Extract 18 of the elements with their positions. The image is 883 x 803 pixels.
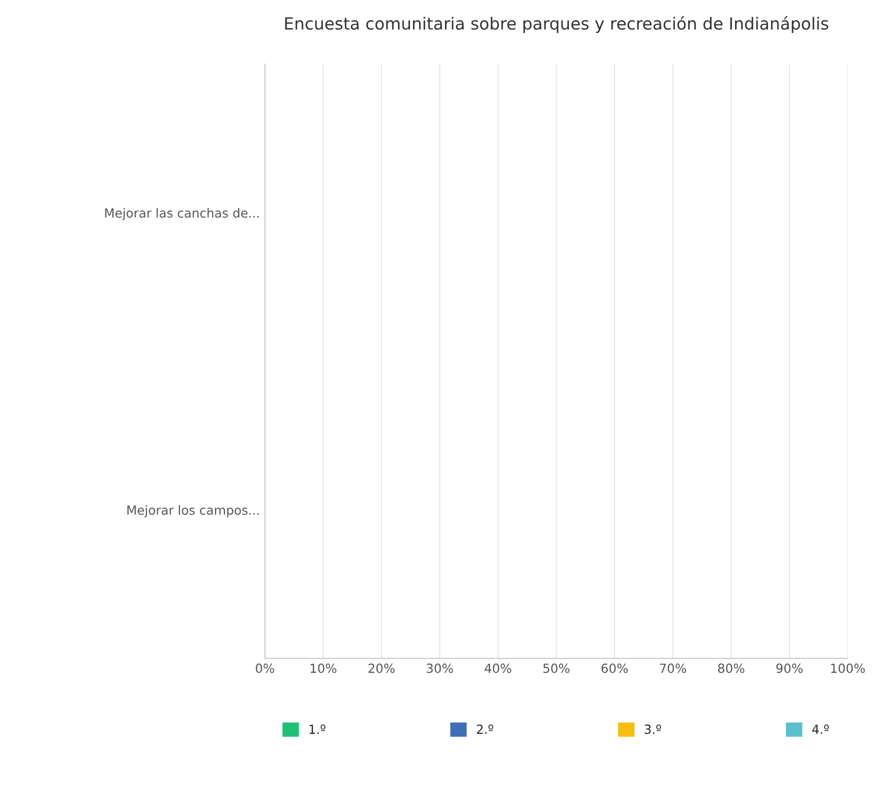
- legend-label: 4.º: [812, 724, 829, 734]
- chart-title: Encuesta comunitaria sobre parques y recreación de Indianápolis: [285, 16, 828, 33]
- y-tick-label: Mejorar los campos...: [127, 505, 259, 518]
- x-tick-label: 60%: [602, 664, 628, 673]
- y-tick-label: Mejorar las canchas de...: [105, 208, 259, 220]
- legend-label: 1.º: [310, 724, 326, 734]
- x-tick-label: 0%: [256, 664, 274, 673]
- x-tick-label: 30%: [426, 664, 453, 673]
- x-tick-label: 80%: [718, 664, 744, 673]
- x-tick-label: 20%: [368, 664, 395, 673]
- x-tick-label: 10%: [310, 664, 336, 673]
- x-tick-label: 50%: [543, 664, 570, 673]
- legend-label: 2.º: [476, 724, 494, 734]
- x-tick-label: 40%: [484, 664, 512, 673]
- x-tick-label: 90%: [776, 664, 803, 673]
- legend-label: 3.º: [644, 724, 662, 734]
- x-tick-label: 100%: [831, 664, 865, 673]
- x-tick-label: 70%: [660, 664, 686, 673]
